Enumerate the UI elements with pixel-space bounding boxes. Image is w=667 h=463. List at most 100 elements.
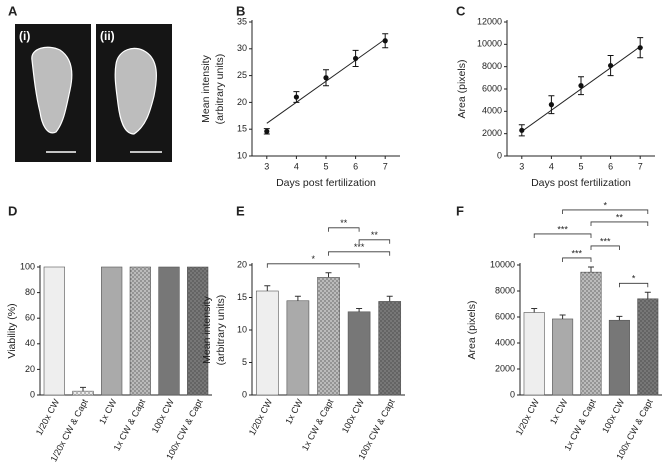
error-bar [356,308,363,312]
image-label: (i) [19,29,30,43]
y-tick-label: 4000 [495,337,515,347]
panel-letter: F [456,203,464,218]
x-tick-label: 1/20x CW [247,397,275,437]
bar [552,318,574,396]
x-tick-label: 6 [353,161,358,171]
bar [286,300,310,396]
significance-bracket [590,221,649,226]
data-point [578,83,584,89]
x-tick-label: 7 [383,161,388,171]
y-tick-label: 100 [20,261,35,271]
significance-label: *** [572,248,583,258]
image-label: (ii) [100,29,115,43]
panel-letter: C [456,3,466,18]
significance-bracket [562,257,592,262]
x-tick-label: 1x CW [548,397,570,426]
bar-texture [130,267,151,395]
y-tick-label: 0 [30,389,35,399]
significance-label: ** [616,212,624,222]
significance-bracket [328,227,360,232]
error-bar [588,266,594,273]
bar [523,312,545,396]
error-bar [559,314,566,319]
data-point [353,55,359,62]
error-bar [294,295,301,301]
significance-label: * [311,254,315,264]
x-tick-label: 5 [323,161,328,171]
x-tick-label: 100x CW [340,397,366,435]
y-tick-label: 8000 [482,61,502,71]
panel-letter: A [8,3,18,18]
x-tick-label: 1x CW & Capt [300,397,336,452]
x-tick-label: 1/20x CW [514,397,542,437]
y-tick-label: 4000 [482,106,502,116]
bar [347,311,371,396]
data-point [293,94,299,100]
y-tick-label: 12000 [477,16,502,26]
y-tick-label: 10 [237,324,247,334]
data-point [548,102,555,108]
micrograph: (ii) [96,24,172,162]
error-bar [644,291,651,299]
bar [101,266,123,396]
data-point [608,62,614,69]
bar-texture [187,267,208,395]
x-tick-label: 5 [578,161,583,171]
bar [43,266,65,396]
panel-letter: D [8,203,17,218]
y-tick-label: 20 [237,97,247,107]
panel-letter: B [236,3,245,18]
x-tick-label: 1/20x CW [34,397,62,437]
bar-texture [378,301,401,395]
significance-bracket [619,282,649,288]
x-tick-label: 7 [638,161,643,171]
y-tick-label: 40 [25,338,35,348]
y-axis-label: Area (pixels) [456,60,468,119]
y-axis-label: Mean intensity [201,295,213,363]
y-tick-label: 30 [237,43,247,53]
error-bar [616,315,623,321]
error-bar [264,285,271,291]
y-tick-label: 2000 [482,128,502,138]
data-point [323,75,329,81]
y-tick-label: 60 [25,313,35,323]
x-axis-label: Days post fertilization [276,177,376,189]
error-bar [531,308,538,313]
y-tick-label: 10000 [490,259,515,269]
x-tick-label: 4 [549,161,554,171]
x-tick-label: 1x CW [97,397,119,426]
x-tick-label: 6 [608,161,613,171]
y-tick-label: 8000 [495,285,515,295]
y-tick-label: 80 [25,287,35,297]
x-tick-label: 3 [519,161,524,171]
x-tick-label: 100x CW [600,397,626,435]
micrograph: (i) [15,24,91,162]
data-point [519,127,525,133]
significance-label: * [603,200,607,210]
y-axis-label: Viability (%) [6,303,18,358]
bar [255,290,279,396]
x-axis-label: Days post fertilization [531,177,631,189]
y-axis-label: (arbitrary units) [214,54,226,125]
y-tick-label: 20 [237,259,247,269]
error-bar [80,386,86,392]
x-tick-label: 1x CW [283,397,305,426]
bar-texture [637,298,659,395]
error-bar [325,272,332,278]
significance-bracket [562,209,649,214]
y-tick-label: 6000 [495,311,515,321]
y-tick-label: 10000 [477,39,502,49]
x-tick-label: 4 [294,161,299,171]
bar-texture [580,272,602,395]
y-tick-label: 0 [497,150,502,160]
significance-label: *** [600,236,611,246]
significance-bracket [266,263,360,268]
y-tick-label: 2000 [495,363,515,373]
y-tick-label: 10 [237,150,247,160]
significance-bracket [590,245,620,250]
y-tick-label: 6000 [482,83,502,93]
y-axis-label: (arbitrary units) [215,295,227,366]
significance-label: *** [557,224,568,234]
y-tick-label: 20 [25,364,35,374]
